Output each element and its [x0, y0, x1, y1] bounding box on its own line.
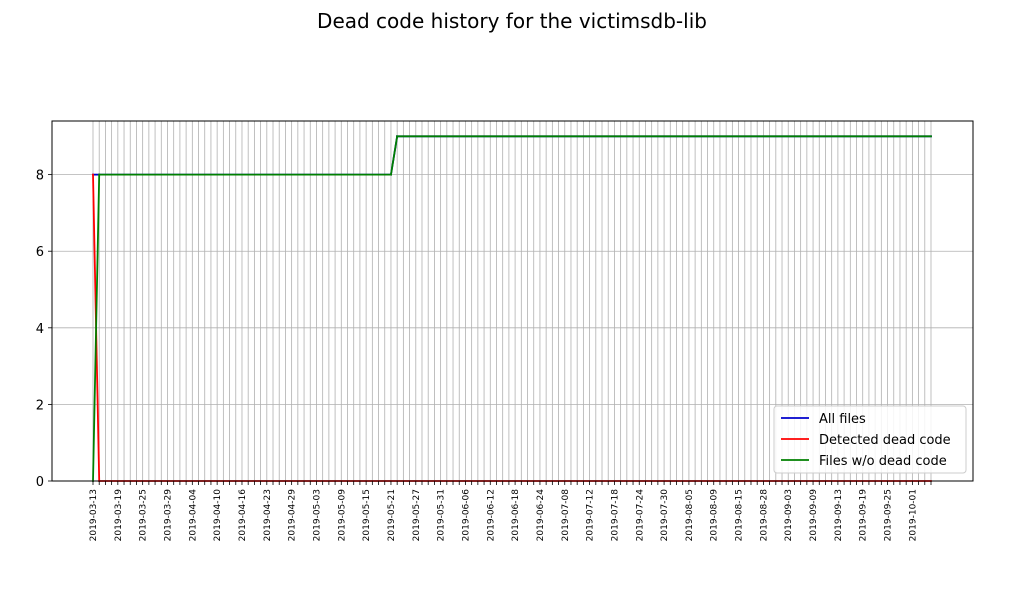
x-tick-label: 2019-05-09 [337, 489, 347, 542]
x-tick-label: 2019-07-08 [561, 489, 571, 542]
x-tick-label: 2019-07-24 [635, 489, 645, 542]
x-tick-label: 2019-05-31 [437, 489, 447, 541]
y-tick-label: 0 [36, 475, 44, 490]
x-tick-label: 2019-09-03 [784, 489, 794, 541]
x-tick-label: 2019-06-12 [486, 489, 496, 541]
x-tick-label: 2019-05-03 [312, 489, 322, 541]
x-tick-label: 2019-03-29 [163, 489, 173, 542]
x-tick-label: 2019-06-06 [461, 489, 471, 542]
x-tick-label: 2019-03-25 [139, 489, 149, 541]
x-tick-label: 2019-09-09 [809, 489, 819, 542]
x-tick-label: 2019-04-10 [213, 489, 223, 542]
x-tick-label: 2019-08-28 [759, 489, 769, 542]
legend-label: Detected dead code [819, 433, 951, 448]
y-tick-label: 8 [36, 169, 44, 184]
x-tick-label: 2019-05-15 [362, 489, 372, 541]
x-tick-label: 2019-05-21 [387, 489, 397, 541]
y-tick-label: 4 [36, 322, 44, 337]
x-tick-label: 2019-06-18 [511, 489, 521, 542]
y-tick-label: 6 [36, 245, 44, 260]
x-tick-label: 2019-04-16 [238, 489, 248, 542]
x-tick-label: 2019-03-13 [89, 489, 99, 541]
legend-box [773, 405, 967, 474]
x-tick-label: 2019-07-30 [660, 489, 670, 542]
series-segment [92, 173, 101, 482]
x-tick-label: 2019-07-12 [586, 489, 596, 541]
x-tick-label: 2019-08-15 [735, 489, 745, 541]
x-tick-label: 2019-05-27 [412, 489, 422, 541]
x-tick-label: 2019-03-19 [114, 489, 124, 542]
x-tick-label: 2019-04-23 [263, 489, 273, 541]
x-tick-label: 2019-09-25 [884, 489, 894, 541]
x-tick-label: 2019-08-05 [685, 489, 695, 541]
legend-label: Files w/o dead code [819, 454, 947, 469]
x-tick-label: 2019-08-09 [710, 489, 720, 542]
y-axis: 0 2 4 6 8 [36, 169, 52, 490]
series-all-files [92, 135, 932, 176]
x-tick-label: 2019-04-04 [188, 489, 198, 542]
legend-label: All files [819, 412, 866, 427]
x-tick-label: 2019-09-13 [834, 489, 844, 541]
series-segment [389, 135, 399, 176]
x-grid [92, 121, 932, 481]
x-tick-label: 2019-09-19 [859, 489, 869, 542]
series-files-w-o-dead-code [92, 135, 932, 482]
y-tick-label: 2 [36, 398, 44, 413]
x-tick-label: 2019-04-29 [288, 489, 298, 542]
plot-area-frame [51, 120, 974, 482]
legend: All files Detected dead code Files w/o dea… [773, 405, 967, 474]
x-tick-label: 2019-10-01 [908, 489, 918, 541]
x-tick-label: 2019-07-18 [610, 489, 620, 542]
x-axis: 2019-03-13 2019-03-19 2019-03-25 2019-03-29… [89, 481, 932, 542]
x-tick-label: 2019-06-24 [536, 489, 546, 542]
chart-title: Dead code history for the victimsdb-lib [317, 9, 707, 33]
